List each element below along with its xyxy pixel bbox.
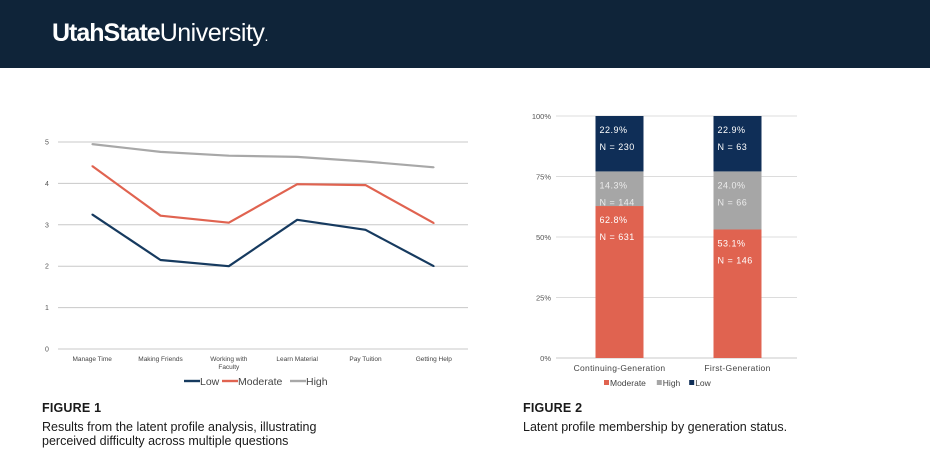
data-label-count-continuing-generation-high: N = 144 [600, 197, 635, 207]
legend-swatch-moderate [604, 380, 609, 385]
y-tick-label: 25% [536, 294, 551, 303]
data-point-low-making-friends [159, 259, 162, 261]
data-point-low-manage-time [91, 213, 93, 216]
data-point-high-getting-help [433, 166, 435, 169]
data-point-high-working-with-faculty [228, 154, 230, 157]
x-tick-label-working-with-faculty: Working with [210, 356, 247, 363]
y-tick-label: 5 [45, 140, 49, 147]
y-tick-label: 2 [45, 264, 49, 271]
bar-segment-continuing-generation-high [595, 171, 644, 207]
bar-segment-first-generation-high [713, 171, 762, 230]
legend-swatch-low [689, 380, 695, 385]
x-tick-label-making-friends: Making Friends [138, 356, 183, 363]
y-tick-label: 1 [45, 305, 49, 312]
bar-segment-continuing-generation-low [595, 116, 644, 172]
bar-segment-continuing-generation-moderate [595, 206, 644, 358]
series-line-high [92, 143, 434, 169]
figure-2-caption: Latent profile membership by generation … [523, 420, 788, 434]
data-point-moderate-making-friends [159, 214, 162, 217]
data-point-moderate-working-with-faculty [228, 221, 230, 224]
data-point-low-getting-help [433, 265, 435, 268]
data-point-low-pay-tuition [364, 228, 367, 231]
x-tick-label-manage-time: Manage Time [72, 356, 112, 363]
logo-bold-text: UtahState [52, 19, 161, 47]
x-tick-label-working-with-faculty: Faculty [218, 364, 240, 371]
data-point-moderate-learn-material [296, 183, 298, 186]
series-line-moderate [91, 165, 435, 225]
legend-label-low: Low [695, 378, 711, 388]
logo-dot: . [264, 28, 268, 44]
y-tick-label: 4 [45, 181, 49, 188]
data-point-high-pay-tuition [364, 160, 367, 163]
y-tick-label: 75% [536, 173, 551, 182]
legend-label-high: High [306, 376, 328, 388]
bar-segment-first-generation-low [713, 116, 762, 172]
header-banner: UtahStateUniversity. [0, 0, 930, 68]
y-tick-label: 50% [536, 233, 551, 242]
x-tick-label-learn-material: Learn Material [276, 356, 318, 363]
data-label-count-continuing-generation-low: N = 230 [600, 142, 635, 152]
legend-swatch-high [656, 380, 662, 385]
data-label-count-continuing-generation-moderate: N = 631 [600, 232, 635, 242]
y-tick-label: 0 [45, 347, 49, 354]
x-tick-label-continuing-generation: Continuing-Generation [574, 363, 666, 373]
bar-segment-first-generation-moderate [713, 229, 762, 358]
data-label-percent-continuing-generation-moderate: 62.8% [600, 215, 628, 225]
university-logo[interactable]: UtahStateUniversity. [52, 17, 268, 52]
series-line-low [91, 213, 435, 268]
data-label-percent-first-generation-low: 22.9% [718, 125, 746, 135]
data-point-high-manage-time [91, 143, 93, 145]
legend-label-moderate: Moderate [610, 378, 646, 388]
x-tick-label-first-generation: First-Generation [704, 363, 770, 373]
figure-2-heading: FIGURE 2 [523, 401, 583, 415]
data-point-high-making-friends [159, 151, 162, 153]
data-point-moderate-manage-time [91, 165, 93, 167]
data-label-percent-continuing-generation-low: 22.9% [600, 125, 628, 135]
figure-1-caption: Results from the latent profile analysis… [42, 420, 317, 448]
data-point-low-learn-material [296, 219, 298, 221]
data-point-low-working-with-faculty [228, 265, 230, 268]
data-label-count-first-generation-high: N = 66 [718, 197, 748, 207]
data-point-moderate-pay-tuition [364, 184, 367, 186]
data-label-count-first-generation-low: N = 63 [718, 142, 748, 152]
x-tick-label-pay-tuition: Pay Tuition [349, 356, 382, 363]
data-label-percent-first-generation-high: 24.0% [718, 180, 746, 190]
legend-label-low: Low [200, 376, 220, 388]
data-point-moderate-getting-help [433, 222, 435, 224]
data-point-high-learn-material [296, 156, 298, 158]
data-label-percent-continuing-generation-high: 14.3% [600, 180, 628, 190]
data-label-percent-first-generation-moderate: 53.1% [718, 238, 746, 248]
y-tick-label: 100% [532, 112, 552, 121]
y-tick-label: 3 [45, 222, 49, 229]
legend-label-moderate: Moderate [238, 376, 283, 388]
data-label-count-first-generation-moderate: N = 146 [718, 255, 753, 265]
logo-regular-text: University [159, 19, 265, 47]
x-tick-label-getting-help: Getting Help [416, 356, 453, 363]
y-tick-label: 0% [540, 354, 551, 363]
figure-1-heading: FIGURE 1 [42, 401, 102, 415]
legend-label-high: High [663, 378, 681, 388]
